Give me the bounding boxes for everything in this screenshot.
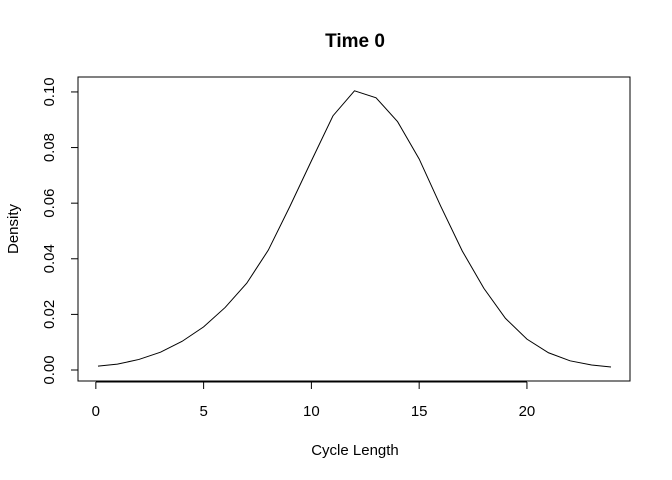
y-axis-label: Density — [5, 203, 22, 254]
x-tick-label: 20 — [519, 403, 536, 420]
plot-frame — [77, 76, 631, 382]
y-tick-label: 0.00 — [41, 355, 58, 384]
y-tick-label: 0.04 — [41, 244, 58, 273]
x-axis-label: Cycle Length — [311, 442, 399, 459]
y-axis: 0.00 0.02 0.04 0.06 0.08 0.10 — [41, 77, 79, 385]
density-curve — [97, 90, 612, 368]
x-tick-label: 5 — [199, 403, 207, 420]
x-tick-label: 15 — [411, 403, 428, 420]
x-axis: 0 5 10 15 20 — [92, 381, 536, 420]
y-tick-label: 0.06 — [41, 189, 58, 218]
x-tick-label: 0 — [92, 403, 100, 420]
x-tick-label: 10 — [303, 403, 320, 420]
y-tick-label: 0.10 — [41, 77, 58, 106]
y-tick-label: 0.08 — [41, 133, 58, 162]
y-tick-label: 0.02 — [41, 300, 58, 329]
chart-title: Time 0 — [325, 31, 385, 52]
